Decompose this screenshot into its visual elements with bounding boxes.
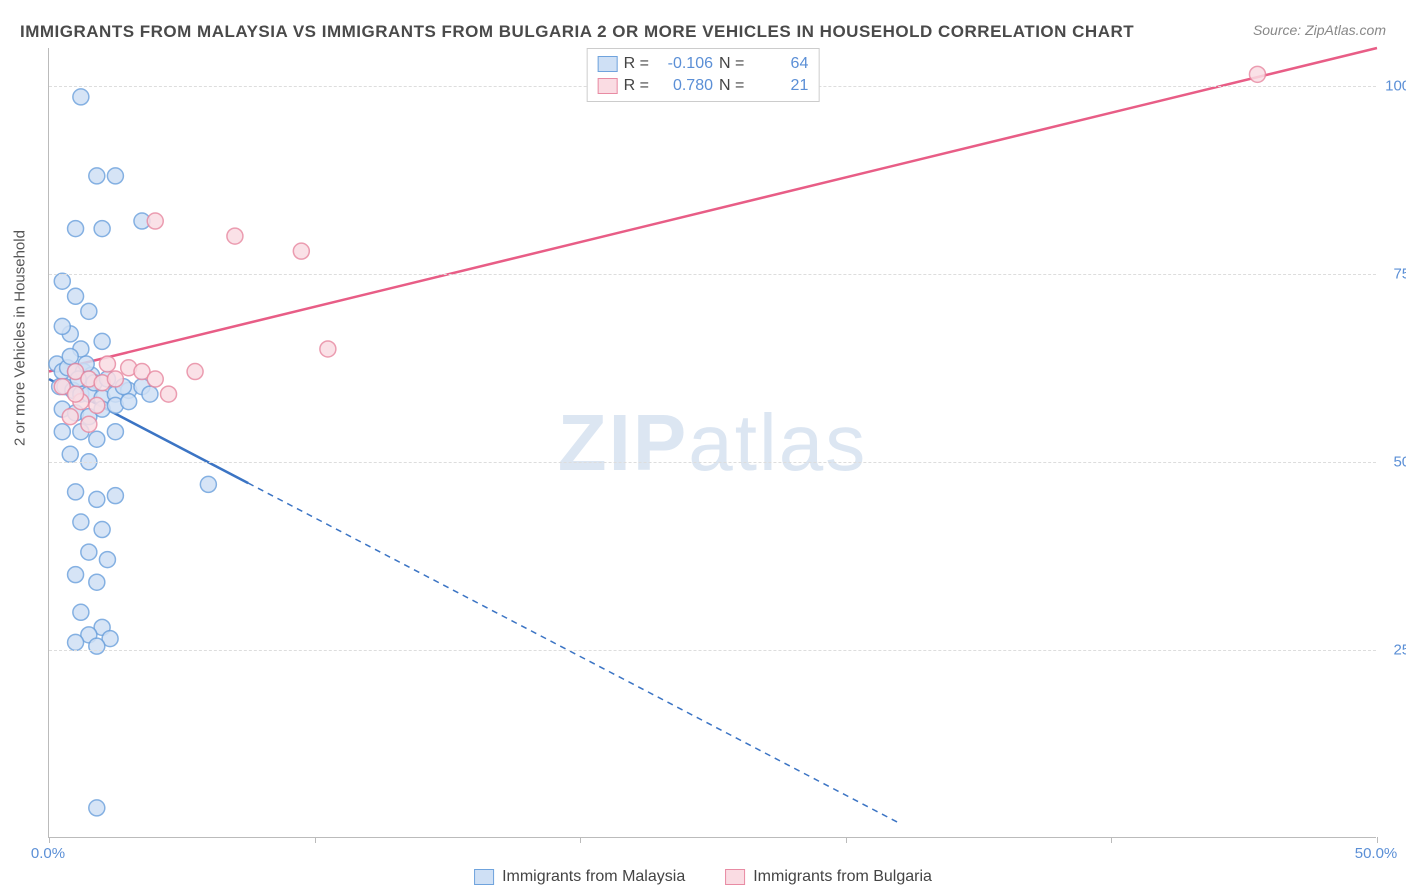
r-label-2: R = bbox=[624, 77, 649, 95]
legend-item-series2: Immigrants from Bulgaria bbox=[725, 868, 932, 886]
r-label-1: R = bbox=[624, 55, 649, 73]
scatter-point bbox=[147, 213, 163, 229]
scatter-point bbox=[89, 431, 105, 447]
scatter-point bbox=[147, 371, 163, 387]
scatter-point bbox=[68, 386, 84, 402]
scatter-point bbox=[73, 514, 89, 530]
scatter-point bbox=[68, 288, 84, 304]
source-attribution: Source: ZipAtlas.com bbox=[1253, 22, 1386, 38]
scatter-point bbox=[62, 348, 78, 364]
scatter-point bbox=[54, 424, 70, 440]
scatter-point bbox=[81, 416, 97, 432]
scatter-point bbox=[293, 243, 309, 259]
scatter-point bbox=[89, 574, 105, 590]
swatch-bottom-1 bbox=[474, 869, 494, 885]
scatter-point bbox=[81, 303, 97, 319]
scatter-point bbox=[68, 221, 84, 237]
x-tick-label: 50.0% bbox=[1355, 845, 1398, 862]
scatter-point bbox=[89, 491, 105, 507]
scatter-point bbox=[94, 221, 110, 237]
scatter-point bbox=[89, 800, 105, 816]
swatch-series2 bbox=[598, 78, 618, 94]
scatter-point bbox=[107, 371, 123, 387]
legend-label-2: Immigrants from Bulgaria bbox=[753, 868, 932, 886]
legend-series-box: Immigrants from Malaysia Immigrants from… bbox=[474, 868, 932, 886]
y-axis-label: 2 or more Vehicles in Household bbox=[12, 230, 29, 446]
scatter-point bbox=[320, 341, 336, 357]
scatter-point bbox=[81, 544, 97, 560]
scatter-point bbox=[227, 228, 243, 244]
scatter-point bbox=[99, 356, 115, 372]
scatter-point bbox=[99, 552, 115, 568]
plot-area: ZIPatlas 25.0%50.0%75.0%100.0% bbox=[48, 48, 1376, 838]
x-tick-label: 0.0% bbox=[31, 845, 65, 862]
scatter-point bbox=[73, 89, 89, 105]
legend-row-series1: R = -0.106 N = 64 bbox=[598, 53, 809, 75]
swatch-bottom-2 bbox=[725, 869, 745, 885]
scatter-point bbox=[68, 484, 84, 500]
scatter-point bbox=[121, 394, 137, 410]
scatter-point bbox=[73, 604, 89, 620]
scatter-point bbox=[142, 386, 158, 402]
y-tick-label: 25.0% bbox=[1393, 641, 1406, 658]
chart-container: IMMIGRANTS FROM MALAYSIA VS IMMIGRANTS F… bbox=[0, 0, 1406, 892]
scatter-point bbox=[54, 273, 70, 289]
scatter-point bbox=[68, 567, 84, 583]
y-tick-label: 100.0% bbox=[1385, 77, 1406, 94]
y-tick-label: 50.0% bbox=[1393, 453, 1406, 470]
scatter-point bbox=[89, 397, 105, 413]
scatter-point bbox=[1249, 66, 1265, 82]
scatter-point bbox=[94, 522, 110, 538]
legend-correlation-box: R = -0.106 N = 64 R = 0.780 N = 21 bbox=[587, 48, 820, 102]
scatter-point bbox=[94, 333, 110, 349]
regression-line-dashed bbox=[248, 483, 899, 823]
scatter-point bbox=[89, 638, 105, 654]
n-value-2: 21 bbox=[750, 77, 808, 95]
scatter-point bbox=[107, 424, 123, 440]
legend-row-series2: R = 0.780 N = 21 bbox=[598, 75, 809, 97]
swatch-series1 bbox=[598, 56, 618, 72]
n-label-1: N = bbox=[719, 55, 744, 73]
scatter-point bbox=[107, 168, 123, 184]
legend-label-1: Immigrants from Malaysia bbox=[502, 868, 685, 886]
scatter-point bbox=[62, 409, 78, 425]
r-value-1: -0.106 bbox=[655, 55, 713, 73]
y-tick-label: 75.0% bbox=[1393, 265, 1406, 282]
scatter-point bbox=[200, 476, 216, 492]
legend-item-series1: Immigrants from Malaysia bbox=[474, 868, 685, 886]
scatter-point bbox=[187, 364, 203, 380]
n-label-2: N = bbox=[719, 77, 744, 95]
scatter-point bbox=[89, 168, 105, 184]
scatter-point bbox=[107, 488, 123, 504]
chart-title: IMMIGRANTS FROM MALAYSIA VS IMMIGRANTS F… bbox=[20, 22, 1134, 42]
n-value-1: 64 bbox=[750, 55, 808, 73]
scatter-point bbox=[54, 318, 70, 334]
scatter-point bbox=[62, 446, 78, 462]
scatter-point bbox=[68, 634, 84, 650]
scatter-point bbox=[161, 386, 177, 402]
plot-svg bbox=[49, 48, 1376, 837]
r-value-2: 0.780 bbox=[655, 77, 713, 95]
